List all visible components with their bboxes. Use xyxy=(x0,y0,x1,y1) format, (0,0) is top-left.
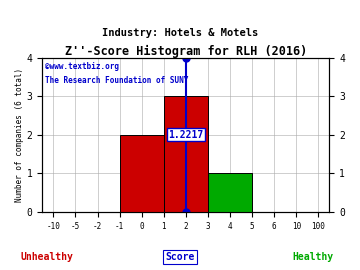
Text: Score: Score xyxy=(165,252,195,262)
Text: The Research Foundation of SUNY: The Research Foundation of SUNY xyxy=(45,76,189,85)
Text: Industry: Hotels & Motels: Industry: Hotels & Motels xyxy=(102,28,258,38)
Text: 1.2217: 1.2217 xyxy=(168,130,203,140)
Bar xyxy=(208,173,252,212)
Title: Z''-Score Histogram for RLH (2016): Z''-Score Histogram for RLH (2016) xyxy=(65,45,307,58)
Y-axis label: Number of companies (6 total): Number of companies (6 total) xyxy=(15,68,24,202)
Text: ©www.textbiz.org: ©www.textbiz.org xyxy=(45,62,119,72)
Text: Healthy: Healthy xyxy=(293,252,334,262)
Text: Unhealthy: Unhealthy xyxy=(21,252,73,262)
Bar xyxy=(120,135,164,212)
Bar xyxy=(164,96,208,212)
